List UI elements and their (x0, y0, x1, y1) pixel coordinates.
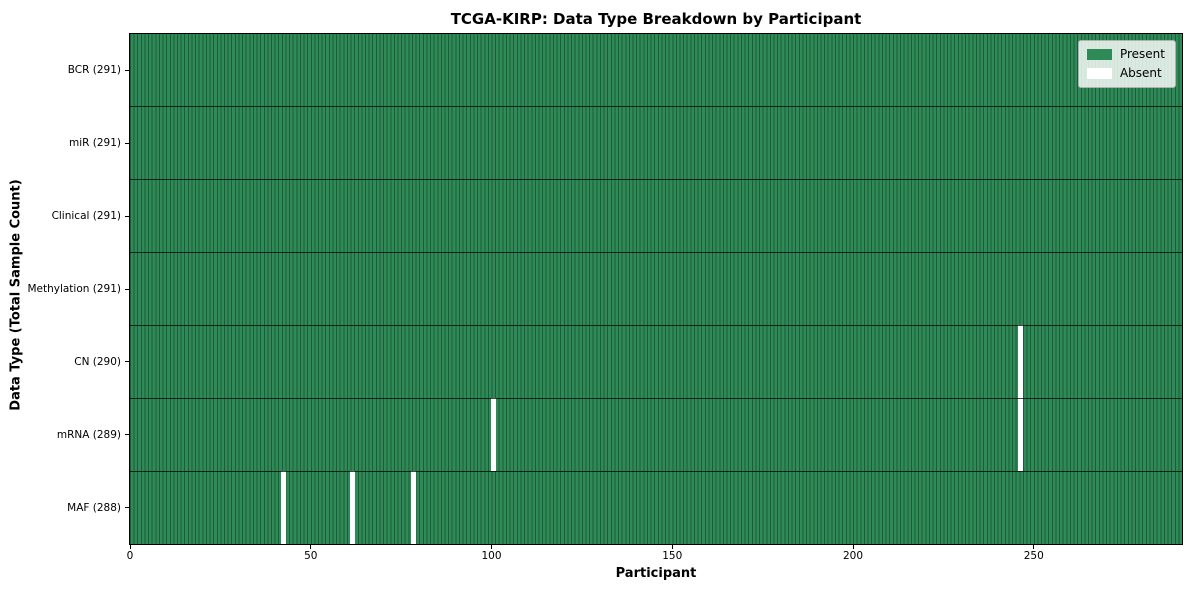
y-tick (125, 215, 129, 217)
absent-cell (490, 398, 496, 472)
x-tick-label: 100 (481, 550, 502, 562)
x-tick (852, 545, 854, 549)
x-tick (1033, 545, 1035, 549)
legend-item-absent: Absent (1086, 66, 1165, 80)
y-tick-label-maf: MAF (288) (67, 501, 121, 514)
row-divider (130, 252, 1182, 254)
row-divider (130, 106, 1182, 108)
x-tick (310, 545, 312, 549)
y-tick (125, 434, 129, 436)
y-tick-label-mir: miR (291) (68, 137, 121, 150)
absent-cell (280, 471, 286, 544)
y-tick-label-mrna: mRNA (289) (56, 428, 121, 441)
legend-label: Present (1119, 47, 1165, 61)
y-tick (125, 288, 129, 290)
y-tick-label-clinical: Clinical (291) (51, 210, 121, 223)
row-divider (130, 179, 1182, 181)
absent-cell (1018, 325, 1024, 399)
heatmap-row-mrna (130, 398, 1182, 472)
heatmap-row-cn (130, 325, 1182, 399)
legend: Present Absent (1077, 40, 1176, 88)
legend-swatch-present (1086, 49, 1112, 60)
row-divider (130, 397, 1182, 399)
x-tick (491, 545, 492, 549)
x-tick-label: 50 (304, 550, 318, 562)
absent-cell (349, 471, 355, 544)
x-tick-label: 0 (126, 550, 134, 562)
y-tick-label-methylation: Methylation (291) (27, 283, 121, 295)
legend-label: Absent (1119, 66, 1162, 80)
row-divider (130, 324, 1182, 326)
chart-title: TCGA-KIRP: Data Type Breakdown by Partic… (450, 10, 862, 28)
absent-cell (410, 471, 416, 544)
heatmap-row-methylation (130, 252, 1182, 326)
y-tick (125, 69, 129, 71)
y-tick (125, 361, 129, 363)
y-tick-label-cn: CN (290) (74, 355, 121, 368)
y-tick (125, 142, 129, 144)
x-tick (129, 545, 131, 549)
heatmap-row-maf (130, 471, 1182, 544)
x-tick-label: 150 (662, 550, 683, 562)
absent-cell (1018, 398, 1024, 472)
y-axis-label: Data Type (Total Sample Count) (8, 179, 24, 411)
plot-area: Present Absent (129, 33, 1183, 545)
heatmap-row-mir (130, 106, 1182, 180)
heatmap-row-clinical (130, 179, 1182, 253)
x-axis-label: Participant (615, 566, 697, 581)
heatmap-row-bcr (130, 34, 1182, 107)
row-divider (130, 470, 1182, 472)
y-tick (125, 507, 129, 509)
x-tick-label: 200 (842, 550, 864, 562)
legend-swatch-absent (1086, 68, 1112, 79)
x-tick-label: 250 (1023, 550, 1044, 562)
legend-item-present: Present (1086, 47, 1165, 61)
x-tick (671, 545, 673, 549)
y-tick-label-bcr: BCR (291) (67, 64, 121, 77)
